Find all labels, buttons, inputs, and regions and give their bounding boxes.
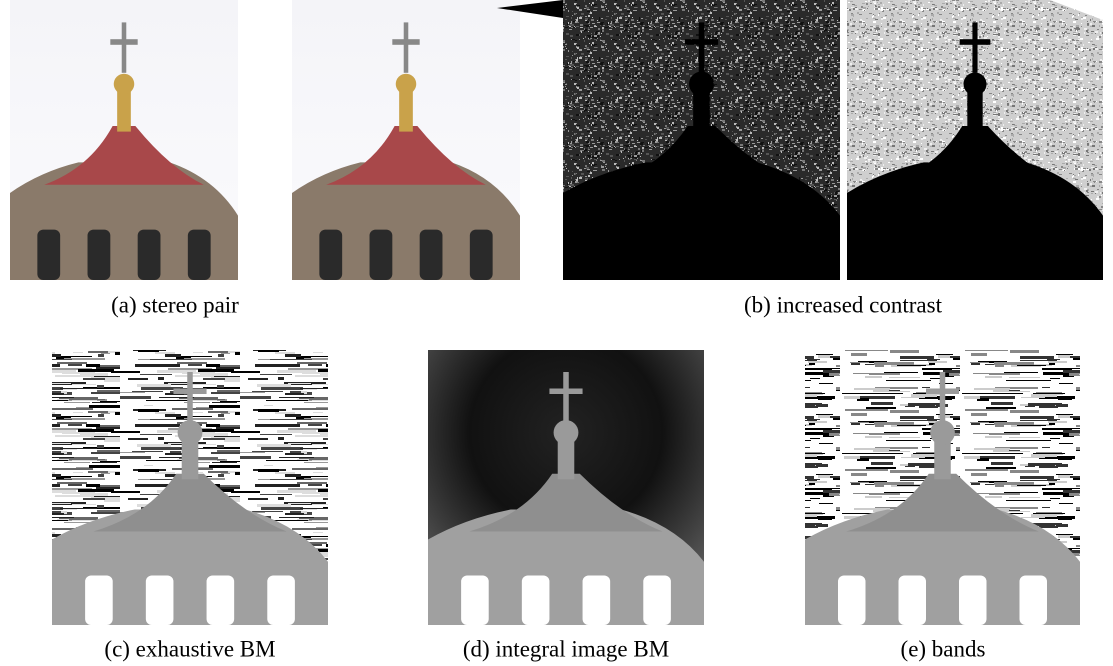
- ball: [963, 72, 986, 95]
- window: [37, 230, 60, 280]
- window: [267, 576, 295, 626]
- ball: [178, 420, 203, 445]
- cross-v: [699, 22, 705, 72]
- cross-h: [926, 389, 959, 395]
- ball: [930, 420, 955, 445]
- page: (a) stereo pair (b) increased contrast (…: [0, 0, 1113, 666]
- window: [959, 576, 987, 626]
- window: [643, 576, 671, 626]
- window: [461, 576, 489, 626]
- ball: [689, 72, 714, 97]
- window: [470, 230, 493, 280]
- cross-h: [173, 389, 206, 395]
- cross-h: [392, 39, 419, 45]
- ball: [114, 74, 135, 95]
- window: [88, 230, 111, 280]
- window: [146, 576, 174, 626]
- cross-v: [122, 22, 127, 72]
- cross-h: [110, 39, 137, 45]
- image-panel: [38, 350, 342, 625]
- cross-v: [563, 372, 569, 422]
- cross-h: [960, 39, 991, 45]
- image-panel: [414, 350, 718, 625]
- caption: (a) stereo pair: [111, 292, 239, 317]
- window: [838, 576, 866, 626]
- caption: (b) increased contrast: [744, 292, 943, 317]
- window: [583, 576, 611, 626]
- window: [370, 230, 393, 280]
- caption: (e) bands: [901, 636, 986, 661]
- image-panel: [791, 350, 1094, 625]
- cross-v: [187, 372, 193, 422]
- figure: (a) stereo pair (b) increased contrast (…: [0, 0, 1113, 666]
- window: [138, 230, 161, 280]
- cross-v: [972, 22, 977, 72]
- window: [188, 230, 211, 280]
- window: [522, 576, 550, 626]
- ball: [554, 420, 579, 445]
- cross-h: [549, 389, 582, 395]
- window: [207, 576, 235, 626]
- image-panel: [549, 0, 854, 280]
- image-panel: [281, 0, 532, 280]
- cross-h: [685, 39, 718, 45]
- caption: (d) integral image BM: [463, 636, 669, 661]
- window: [85, 576, 113, 626]
- window: [1020, 576, 1048, 626]
- caption: (c) exhaustive BM: [104, 636, 275, 661]
- image-panel: [834, 0, 1113, 280]
- image-panel: [0, 0, 249, 280]
- window: [420, 230, 443, 280]
- ball: [396, 74, 417, 95]
- window: [319, 230, 342, 280]
- cross-v: [404, 22, 409, 72]
- window: [899, 576, 927, 626]
- cross-v: [940, 372, 946, 422]
